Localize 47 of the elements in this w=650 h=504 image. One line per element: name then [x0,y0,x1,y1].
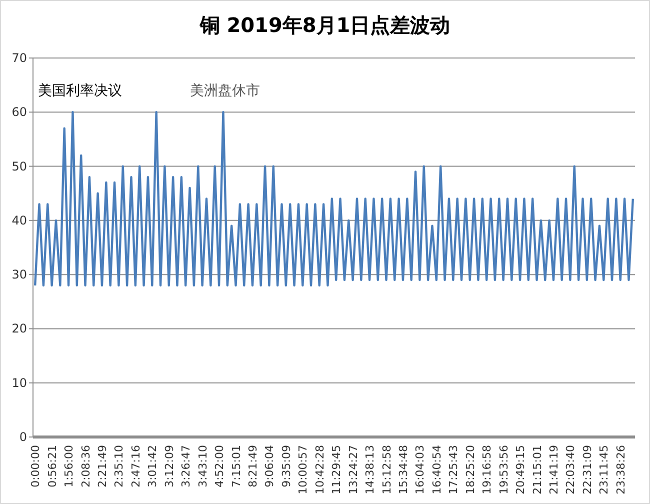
annotation: 美洲盘休市 [190,83,260,99]
x-tick-label: 15:12:58 [380,445,394,494]
x-tick-label: 10:42:28 [313,445,326,494]
x-tick-label: 23:11:45 [598,445,611,494]
x-tick-label: 2:08:36 [79,445,92,488]
x-tick-label: 4:52:00 [213,445,226,488]
y-tick-label: 10 [12,376,27,390]
y-tick-label: 70 [12,51,27,65]
x-tick-label: 19:53:56 [497,445,510,494]
x-tick-label: 15:34:48 [396,445,410,494]
x-tick-label: 16:40:54 [430,445,444,494]
x-tick-label: 9:06:04 [263,445,276,488]
x-tick-label: 7:15:01 [230,445,243,488]
x-tick-label: 3:43:10 [196,445,210,488]
x-tick-label: 10:00:57 [296,445,310,494]
x-tick-label: 20:49:15 [514,445,528,494]
x-tick-label: 22:03:40 [564,445,578,494]
x-tick-label: 18:25:20 [464,445,477,494]
x-tick-label: 0:56:21 [46,445,59,488]
x-tick-label: 22:31:09 [580,445,594,494]
x-tick-label: 14:38:13 [364,445,377,494]
y-tick-label: 40 [12,213,27,228]
x-tick-label: 3:01:42 [146,445,160,488]
y-tick-label: 30 [12,268,27,282]
x-tick-label: 3:26:47 [180,445,193,488]
annotation: 美国利率决议 [38,83,122,99]
x-tick-label: 3:12:09 [162,445,176,488]
chart-title: 铜 2019年8月1日点差波动 [198,13,450,37]
x-tick-label: 2:47:16 [129,445,142,488]
x-tick-label: 0:00:00 [29,445,42,488]
x-tick-label: 16:04:03 [414,445,427,494]
y-tick-label: 0 [19,430,27,444]
x-tick-label: 2:35:10 [112,445,126,488]
x-tick-label: 21:41:19 [547,445,560,494]
x-tick-label: 2:21:49 [96,445,109,488]
x-tick-label: 17:25:43 [447,445,460,494]
x-tick-label: 11:29:45 [330,445,344,494]
x-tick-label: 23:38:26 [614,445,628,494]
x-tick-label: 13:24:27 [346,445,360,494]
x-tick-label: 9:35:09 [280,445,293,488]
x-tick-label: 1:56:00 [62,445,76,488]
y-tick-label: 60 [12,105,27,120]
x-tick-label: 21:15:01 [530,445,544,494]
y-tick-label: 20 [12,322,27,336]
y-tick-label: 50 [12,159,27,174]
x-tick-label: 8:21:49 [246,445,260,488]
x-tick-label: 19:16:58 [480,445,494,494]
